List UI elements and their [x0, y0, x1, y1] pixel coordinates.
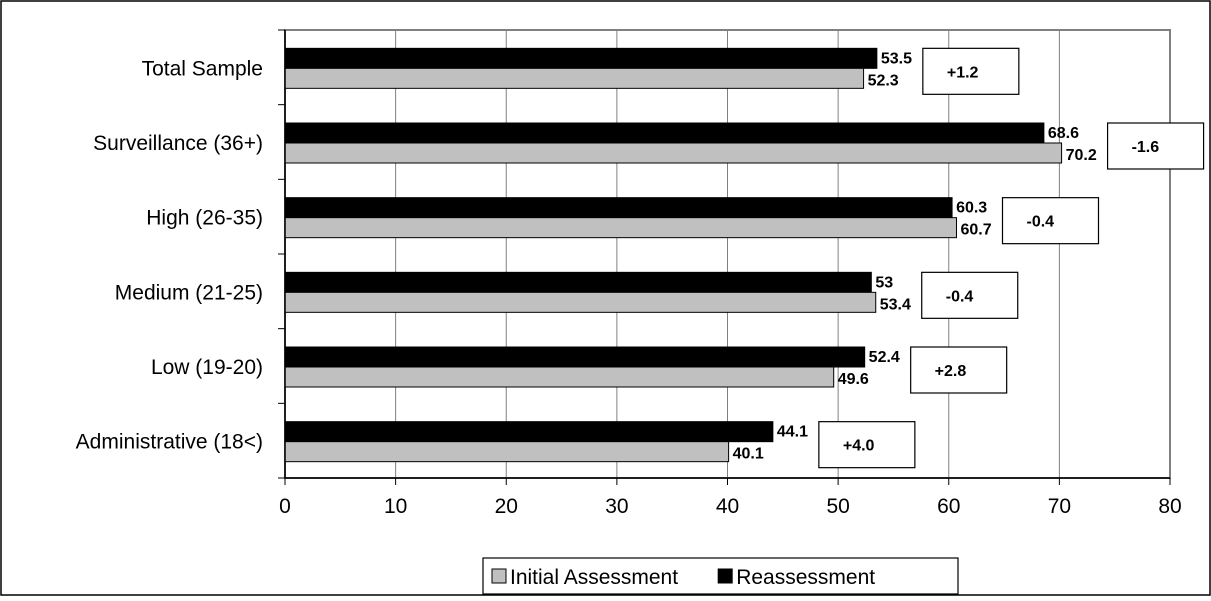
bar-reassessment	[284, 271, 872, 293]
x-tick-label: 10	[384, 495, 407, 518]
difference-box	[910, 346, 1008, 394]
difference-label: +2.8	[935, 363, 967, 380]
x-tick-label: 0	[279, 495, 291, 518]
data-label-reassessment: 60.3	[956, 200, 987, 217]
category-label: Total Sample	[142, 57, 263, 80]
difference-box	[921, 271, 1019, 319]
difference-box	[1106, 122, 1205, 170]
difference-label: +1.2	[947, 64, 979, 81]
bar-reassessment	[284, 346, 866, 368]
data-label-initial-assessment: 52.3	[868, 72, 899, 89]
difference-box	[818, 421, 916, 469]
x-tick-label: 80	[1158, 495, 1181, 518]
bar-initial-assessment	[284, 142, 1063, 164]
legend: Initial Assessment Reassessment	[482, 557, 959, 595]
category-label: Low (19-20)	[151, 356, 263, 379]
bar-initial-assessment	[284, 67, 865, 89]
data-label-initial-assessment: 53.4	[880, 296, 911, 313]
category-label: Medium (21-25)	[115, 281, 263, 304]
data-label-reassessment: 52.4	[869, 349, 900, 366]
category-label: Surveillance (36+)	[93, 132, 263, 155]
legend-swatch	[717, 568, 733, 584]
bar-reassessment	[284, 421, 774, 443]
data-label-initial-assessment: 40.1	[733, 446, 764, 463]
bar-reassessment	[284, 197, 953, 219]
bar-initial-assessment	[284, 291, 877, 313]
bar-reassessment	[284, 122, 1045, 144]
data-label-reassessment: 44.1	[777, 424, 808, 441]
data-label-reassessment: 53.5	[881, 50, 912, 67]
x-tick-label: 30	[605, 495, 628, 518]
data-label-initial-assessment: 49.6	[838, 371, 869, 388]
difference-label: -1.6	[1132, 139, 1160, 156]
category-label: Administrative (18<)	[76, 431, 263, 454]
data-label-initial-assessment: 70.2	[1066, 147, 1097, 164]
x-tick-label: 60	[937, 495, 960, 518]
x-tick-label: 50	[826, 495, 849, 518]
bar-reassessment	[284, 47, 878, 69]
difference-box	[1001, 197, 1100, 245]
difference-label: +4.0	[843, 438, 875, 455]
legend-label: Initial Assessment	[510, 566, 678, 589]
difference-label: -0.4	[1026, 214, 1054, 231]
legend-swatch	[491, 568, 507, 584]
category-label: High (26-35)	[146, 207, 263, 230]
data-label-reassessment: 53	[875, 274, 893, 291]
x-tick-label: 40	[716, 495, 739, 518]
data-label-reassessment: 68.6	[1048, 125, 1079, 142]
legend-label: Reassessment	[736, 566, 875, 589]
difference-box	[922, 47, 1020, 95]
bar-initial-assessment	[284, 217, 957, 239]
x-tick-label: 70	[1048, 495, 1071, 518]
data-label-initial-assessment: 60.7	[960, 222, 991, 239]
bar-initial-assessment	[284, 441, 730, 463]
difference-label: -0.4	[946, 288, 974, 305]
x-tick-label: 20	[495, 495, 518, 518]
bar-initial-assessment	[284, 366, 835, 388]
